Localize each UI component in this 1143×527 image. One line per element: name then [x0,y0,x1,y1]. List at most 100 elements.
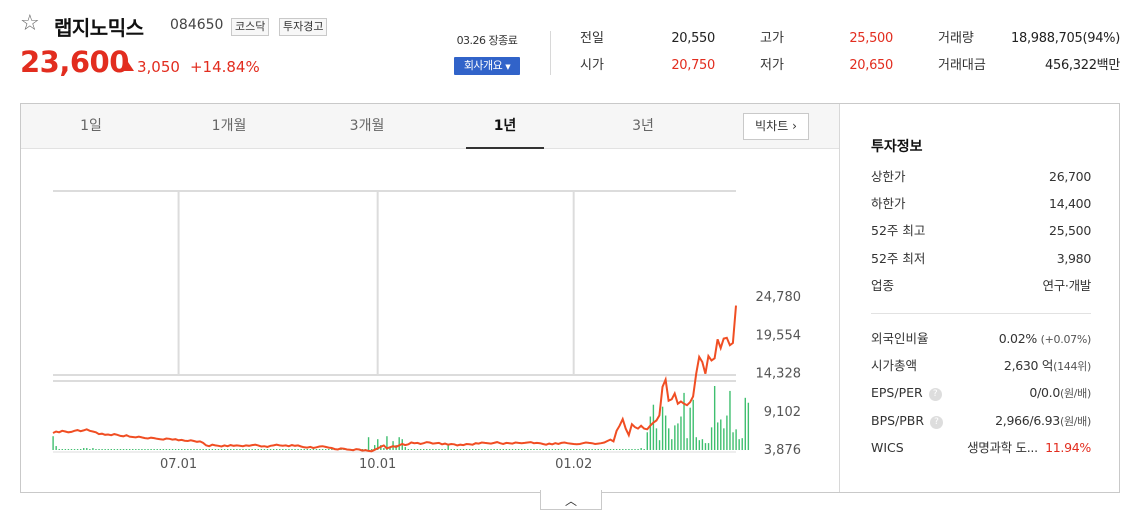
volume-bar [432,449,434,450]
volume-bar [481,449,483,450]
eps-row: EPS/PER? 0/0.0(원/배) [871,384,1091,402]
volume-bar [64,449,67,450]
volume-bar [576,449,578,450]
help-icon[interactable]: ? [928,388,942,401]
volume-bar [619,449,621,450]
volume-bar [689,407,691,450]
volume-bar [502,449,505,450]
volume-bar [643,449,645,450]
volume-bar [226,449,229,450]
volume-bar [539,449,541,450]
volume-bar [438,449,440,450]
bigchart-button[interactable]: 빅차트 › [743,113,809,140]
y-tick-label: 24,780 [756,290,802,305]
volume-bar [269,449,272,450]
volume-bar [680,416,682,450]
volume-bar [435,449,437,450]
wics-value[interactable]: 생명과학 도... [967,440,1038,455]
foreign-label: 외국인비율 [871,331,929,346]
volume-bar [609,449,612,450]
volume-bar [606,449,609,450]
company-overview-button[interactable]: 회사개요 ▼ [454,57,520,75]
volume-bar [631,449,633,450]
volume-bar [236,449,238,450]
volume-bar [668,428,670,450]
volume-bar [475,449,477,450]
volume-bar [600,449,603,450]
volume-bar [230,449,232,450]
volume-bar [710,427,713,450]
amount-value: 456,322백만 [1045,58,1120,73]
star-icon[interactable]: ☆ [20,11,40,36]
volume-bar [566,449,569,450]
volume-bar [505,449,508,450]
volume-bar [677,423,679,450]
lower-limit-label: 하한가 [871,196,906,211]
volume-bar [309,449,312,450]
volume-bar [165,449,168,450]
volume-bar [563,449,566,450]
upper-limit-row: 상한가 26,700 [871,168,1091,186]
volume-bar [315,449,318,450]
volume-bar [634,449,636,450]
volume-bar [190,449,192,450]
price-chart: 24,780 19,554 14,328 9,102 3,876 07.01 10.01 01… [52,190,802,472]
tab-1month[interactable]: 1개월 [211,118,247,134]
volume-bar [239,449,241,450]
volume-bar [426,449,428,450]
company-overview-label: 회사개요 [463,59,503,72]
help-icon[interactable]: ? [930,416,944,429]
volume-bar [686,438,688,450]
stock-header: ☆ 랩지노믹스 084650 코스닥 투자경고 23,600 3,050 +14… [20,10,1130,90]
tab-3month[interactable]: 3개월 [349,118,385,134]
tab-3year[interactable]: 3년 [632,118,654,134]
tab-1year[interactable]: 1년 [466,104,544,149]
volume-bar [450,449,452,450]
volume-bar [637,449,639,450]
volume-bar [279,449,281,450]
y-tick-label: 9,102 [764,405,801,420]
volume-bar [159,449,161,450]
volume-bar [453,449,456,450]
volume-bar [263,449,266,450]
volume-bar [683,392,685,450]
volume-bar [674,425,676,450]
foreign-value: 0.02% [998,331,1038,346]
volume-bar [297,449,299,450]
volume-bar [410,449,413,450]
tab-1day[interactable]: 1일 [80,118,102,134]
volume-bar [248,449,250,450]
volume-bar [205,449,207,450]
volume-bar [104,449,106,450]
volume-bar [128,449,131,450]
volume-bar [419,449,422,450]
volume-bar [208,449,211,450]
y-tick-label: 14,328 [756,367,802,382]
volume-bar [530,449,532,450]
volume-bar [548,449,550,450]
open-value: 20,750 [671,58,715,73]
volume-bar [612,449,615,450]
volume-bar [86,448,88,450]
invest-info: 투자정보 상한가 26,700 하한가 14,400 52주 최고 25,500 52… [841,104,1119,492]
volume-bar [132,449,134,450]
volume-bar [490,449,492,450]
high52-label: 52주 최고 [871,223,926,238]
volume-bar [282,449,284,450]
volume-bar [646,432,648,450]
marketcap-value: 2,630 억 [1003,358,1054,373]
volume-bar [83,448,85,450]
volume-bar [594,449,596,450]
chevron-right-icon: › [792,119,797,133]
volume-bar [551,449,554,450]
volume-bar [671,439,673,450]
volume-bar [707,443,710,450]
volume-bar [533,449,535,450]
collapse-button[interactable]: ︿ [540,490,602,510]
volume-bar [582,449,584,450]
high52-value: 25,500 [1049,223,1091,238]
volume-bar [738,439,740,450]
quote-col-1: 전일 20,550 시가 20,750 [580,30,715,84]
low-label: 저가 [760,58,784,73]
volume-bar [625,449,627,450]
